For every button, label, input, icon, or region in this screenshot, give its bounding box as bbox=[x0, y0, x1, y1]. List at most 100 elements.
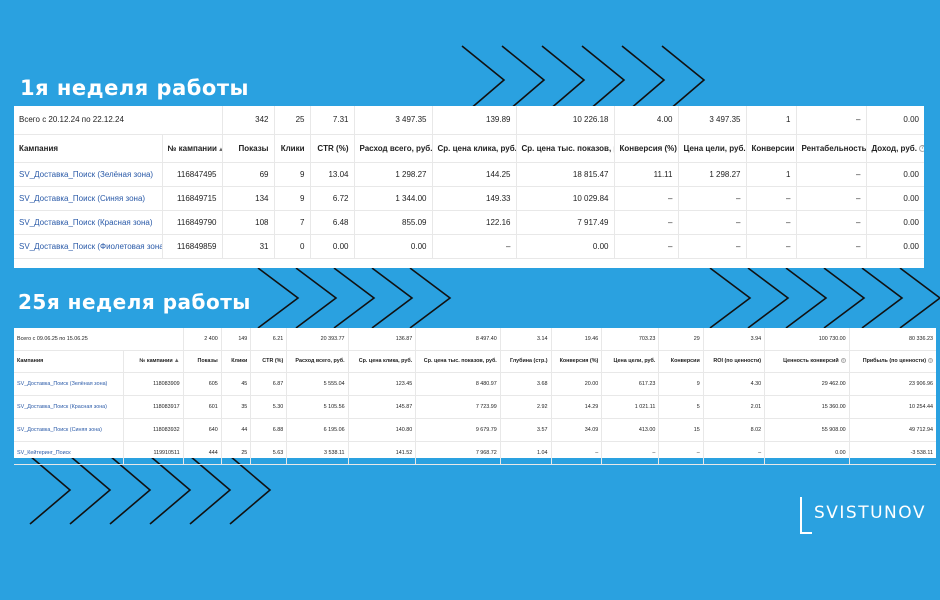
cell: 6.72 bbox=[309, 186, 354, 211]
cell: 0.00 bbox=[515, 234, 614, 259]
week1-heading: 1я неделя работы bbox=[20, 76, 249, 100]
cell: 640 bbox=[182, 418, 222, 442]
total-cell: 0.00 bbox=[865, 106, 924, 135]
totals-label: Всего с 09.06.25 по 15.06.25 bbox=[14, 328, 184, 351]
col-header-avg-cpc[interactable]: Ср. цена клика, руб. bbox=[347, 350, 416, 373]
cell: 29 462.00 bbox=[764, 372, 850, 396]
total-cell: 8 497.40 bbox=[415, 328, 501, 351]
total-cell: 3 497.35 bbox=[353, 106, 432, 135]
cell: 9 bbox=[273, 162, 310, 187]
cell: 3.68 bbox=[499, 372, 552, 396]
cell: 34.09 bbox=[550, 418, 602, 442]
col-header-ctr[interactable]: CTR (%) bbox=[309, 134, 354, 163]
cell: 855.09 bbox=[353, 210, 432, 235]
chevron-right-icon bbox=[257, 267, 452, 329]
campaign-link[interactable]: SV_Доставка_Поиск (Фиолетовая зона) bbox=[19, 241, 162, 251]
cell: 144.25 bbox=[431, 162, 516, 187]
col-header-cost[interactable]: Расход всего, руб. bbox=[353, 134, 432, 163]
sort-asc-icon[interactable]: ▲ bbox=[218, 147, 222, 153]
cell: 10 029.84 bbox=[515, 186, 614, 211]
col-header-depth[interactable]: Глубина (стр.) bbox=[499, 350, 552, 373]
cell: 6.88 bbox=[250, 418, 287, 442]
totals-row: Всего с 09.06.25 по 15.06.25 2 400 149 6… bbox=[14, 328, 936, 351]
cell: – bbox=[431, 234, 516, 259]
table-row: SV_Доставка_Поиск (Зелёная зона) 1180839… bbox=[14, 372, 936, 396]
col-header-ctr[interactable]: CTR (%) bbox=[250, 350, 287, 373]
chevron-right-icon bbox=[461, 45, 706, 117]
col-header-clicks[interactable]: Клики bbox=[273, 134, 310, 163]
cell: 444 bbox=[182, 441, 222, 465]
cell: 5 bbox=[658, 395, 704, 419]
cell: 9 679.79 bbox=[415, 418, 501, 442]
total-cell: 4.00 bbox=[613, 106, 678, 135]
cell: 9 bbox=[273, 186, 310, 211]
campaign-link[interactable]: SV_Доставка_Поиск (Красная зона) bbox=[19, 217, 153, 227]
col-header-campaign[interactable]: Кампания bbox=[14, 350, 124, 373]
info-icon[interactable]: ? bbox=[928, 358, 933, 364]
col-header-campaign-id[interactable]: № кампании▲ bbox=[123, 350, 184, 373]
cell: – bbox=[677, 234, 746, 259]
col-header-cost-per-goal[interactable]: Цена цели, руб. bbox=[601, 350, 659, 373]
cell: 44 bbox=[220, 418, 251, 442]
cell: 0.00 bbox=[865, 162, 924, 187]
col-header-cost[interactable]: Расход всего, руб. bbox=[286, 350, 349, 373]
cell: 31 bbox=[221, 234, 274, 259]
col-header-conversion-rate[interactable]: Конверсия (%) bbox=[613, 134, 678, 163]
campaign-link[interactable]: SV_Доставка_Поиск (Синяя зона) bbox=[19, 193, 146, 203]
campaign-link[interactable]: SV_Доставка_Поиск (Красная зона) bbox=[17, 403, 107, 410]
col-header-impressions[interactable]: Показы bbox=[182, 350, 222, 373]
header-row: Кампания № кампании▲ Показы Клики CTR (%… bbox=[14, 350, 936, 373]
cell: – bbox=[613, 210, 678, 235]
cell: 13.04 bbox=[309, 162, 354, 187]
cell: 601 bbox=[182, 395, 222, 419]
campaign-link[interactable]: SV_Кейтеринг_Поиск bbox=[17, 449, 71, 456]
cell: – bbox=[613, 186, 678, 211]
col-header-avg-cpm[interactable]: Ср. цена тыс. показов, руб. bbox=[415, 350, 501, 373]
table-row: SV_Доставка_Поиск (Синяя зона) 116849715… bbox=[14, 186, 924, 211]
cell: 0.00 bbox=[865, 186, 924, 211]
table-row: SV_Доставка_Поиск (Красная зона) 1180839… bbox=[14, 395, 936, 419]
info-icon[interactable]: ? bbox=[840, 358, 846, 364]
col-header-impressions[interactable]: Показы bbox=[221, 134, 274, 163]
col-header-roi[interactable]: ROI (по ценности) bbox=[702, 350, 765, 373]
campaign-link[interactable]: SV_Доставка_Поиск (Зелёная зона) bbox=[17, 380, 108, 387]
cell: 8.02 bbox=[702, 418, 765, 442]
col-header-clicks[interactable]: Клики bbox=[220, 350, 251, 373]
cell: 7 968.72 bbox=[415, 441, 501, 465]
col-header-profit[interactable]: Прибыль (по ценности)? bbox=[848, 350, 936, 373]
cell: 9 bbox=[658, 372, 704, 396]
campaign-id: 119910511 bbox=[123, 441, 184, 465]
col-header-avg-cpc[interactable]: Ср. цена клика, руб. bbox=[431, 134, 516, 163]
col-header-conversion-rate[interactable]: Конверсия (%) bbox=[550, 350, 602, 373]
col-header-cost-per-goal[interactable]: Цена цели, руб. bbox=[677, 134, 746, 163]
col-header-profitability[interactable]: Рентабельность bbox=[795, 134, 866, 163]
cell: 15 bbox=[658, 418, 704, 442]
cell: 1 298.27 bbox=[353, 162, 432, 187]
total-cell: 1 bbox=[745, 106, 796, 135]
info-icon[interactable]: ? bbox=[918, 144, 924, 152]
campaign-link[interactable]: SV_Доставка_Поиск (Зелёная зона) bbox=[19, 169, 154, 179]
campaign-link[interactable]: SV_Доставка_Поиск (Синяя зона) bbox=[17, 426, 102, 433]
cell: – bbox=[677, 186, 746, 211]
col-header-conversions[interactable]: Конверсии bbox=[658, 350, 704, 373]
col-header-campaign-id[interactable]: № кампании▲ bbox=[161, 134, 222, 163]
col-header-conversions[interactable]: Конверсии bbox=[745, 134, 796, 163]
col-header-avg-cpm[interactable]: Ср. цена тыс. показов, руб. bbox=[515, 134, 614, 163]
table-row: SV_Доставка_Поиск (Красная зона) 1168497… bbox=[14, 210, 924, 235]
col-header-conversion-value[interactable]: Ценность конверсий? bbox=[764, 350, 850, 373]
sort-asc-icon[interactable]: ▲ bbox=[173, 358, 180, 364]
cell: – bbox=[795, 234, 866, 259]
total-cell: 2 400 bbox=[182, 328, 222, 351]
cell: – bbox=[658, 441, 704, 465]
col-header-revenue[interactable]: Доход, руб.? bbox=[865, 134, 924, 163]
cell: -3 538.11 bbox=[848, 441, 936, 465]
cell: 11.11 bbox=[613, 162, 678, 187]
campaign-id: 116847495 bbox=[161, 162, 222, 187]
cell: 14.29 bbox=[550, 395, 602, 419]
brand-logo: SVISTUNOV bbox=[800, 495, 924, 535]
cell: – bbox=[702, 441, 765, 465]
col-header-campaign[interactable]: Кампания bbox=[14, 134, 162, 163]
total-cell: 3.14 bbox=[499, 328, 552, 351]
cell: 4.30 bbox=[702, 372, 765, 396]
cell: 1 344.00 bbox=[353, 186, 432, 211]
